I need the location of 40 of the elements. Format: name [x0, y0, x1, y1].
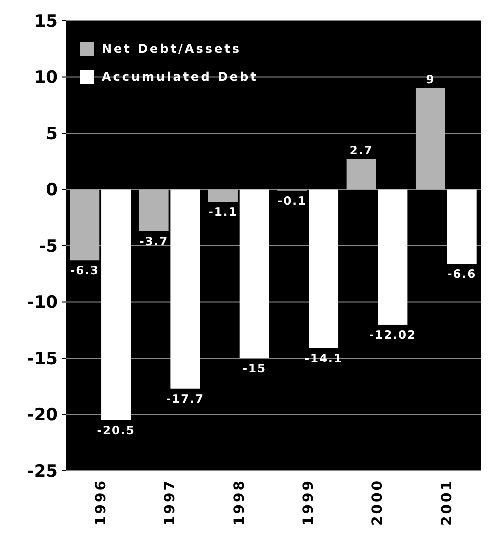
bar — [309, 190, 339, 348]
data-label: -1.1 — [208, 205, 238, 220]
bar — [447, 190, 477, 264]
data-label: -15 — [242, 362, 266, 376]
y-tick-label: -25 — [27, 462, 58, 482]
bar — [416, 88, 446, 190]
data-label: 9 — [426, 72, 436, 86]
y-tick-label: -10 — [27, 293, 58, 314]
y-tick-label: -15 — [27, 349, 58, 370]
x-tick-label: 1997 — [162, 479, 179, 526]
y-tick-label: -5 — [39, 236, 58, 257]
y-tick-label: 0 — [46, 180, 58, 201]
x-tick-label: 2001 — [439, 479, 456, 526]
bar — [70, 190, 100, 261]
bar — [346, 159, 376, 190]
x-tick-label: 2000 — [370, 479, 386, 526]
bar — [208, 190, 238, 202]
bar — [170, 190, 200, 389]
y-tick-label: -20 — [27, 406, 58, 426]
data-label: -3.7 — [139, 234, 169, 248]
data-label: 2.7 — [350, 143, 374, 158]
data-label: -6.6 — [448, 267, 477, 281]
x-tick-label: 1999 — [300, 479, 317, 526]
y-tick-label: 15 — [34, 12, 58, 32]
y-tick-label: 5 — [46, 124, 58, 144]
data-label: -6.3 — [70, 264, 100, 278]
legend-label: Accumulated Debt — [102, 70, 258, 84]
bar — [102, 190, 132, 420]
data-label: -17.7 — [166, 392, 205, 406]
x-tick-label: 1996 — [93, 479, 110, 526]
bar — [378, 190, 408, 325]
data-label: -14.1 — [304, 351, 343, 366]
bar — [240, 190, 270, 358]
bar — [139, 190, 169, 232]
data-label: -20.5 — [97, 423, 136, 438]
data-label: -12.02 — [369, 328, 417, 342]
y-tick-label: 10 — [34, 68, 58, 88]
data-label: -0.1 — [278, 194, 307, 208]
legend-label: Net Debt/Assets — [102, 42, 242, 56]
x-tick-label: 1998 — [232, 479, 248, 526]
